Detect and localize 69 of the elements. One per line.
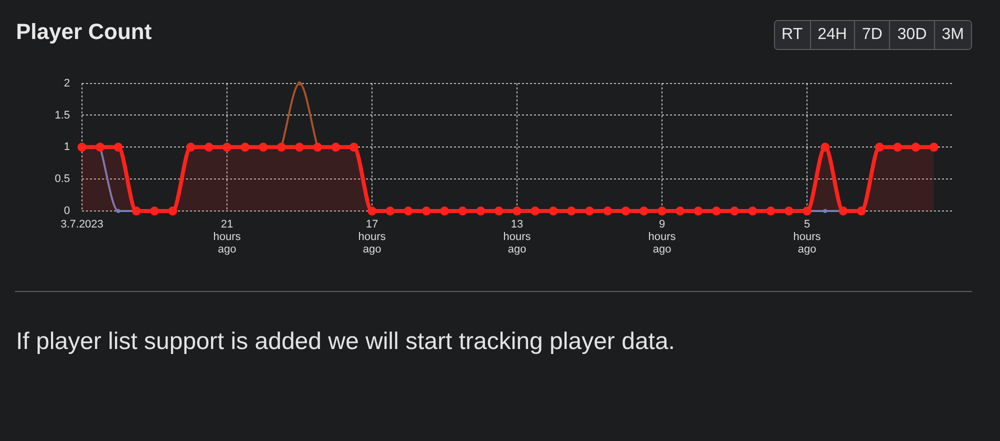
time-range-button: 30D [889,21,934,49]
point [548,206,558,216]
point [694,206,703,216]
point [313,142,322,152]
point [820,142,830,152]
point [730,206,739,216]
point [386,206,395,216]
point [349,142,358,152]
point [168,206,178,216]
x-tick-label: 9 hours ago [648,218,676,256]
point [114,142,123,152]
point [295,142,304,152]
point [258,142,268,152]
point [766,206,776,216]
point [422,206,431,216]
point [404,206,413,216]
point [585,206,594,216]
point [929,142,938,152]
point [494,206,504,216]
x-tick-label: 3.7.2023 [60,218,104,230]
point [676,206,685,216]
point [856,206,866,216]
y-tick-label: 2 [64,77,70,90]
y-tick-label: 0.5 [54,173,70,186]
point [911,142,920,152]
point [658,206,666,216]
point [712,206,721,216]
point [78,142,86,152]
point [823,209,828,213]
y-tick-label: 1 [64,141,70,154]
point [512,206,522,216]
point [96,142,105,152]
point [116,209,120,213]
point [476,206,486,216]
point [440,206,449,216]
time-range-button: 3M [934,21,971,49]
point [621,206,630,216]
point [802,206,812,216]
point [368,206,376,216]
point [566,206,576,216]
point [276,142,286,152]
x-tick-label: 21 hours ago [213,218,242,256]
point [875,142,884,152]
y-tick-label: 0 [64,205,70,218]
point [331,142,340,152]
text: If player list support is added we will start tracking player data. [16,327,676,357]
point [186,142,196,152]
point [240,142,250,152]
time-range-button: 24H [810,21,854,49]
time-range-button: 7D [854,21,890,49]
point [838,206,848,216]
point [639,206,648,216]
x-tick-label: 17 hours ago [358,218,386,256]
point [748,206,758,216]
y-tick-label: 1.5 [54,109,70,122]
time-range-button: RT [774,21,810,49]
x-tick-label: 13 hours ago [503,218,532,256]
point [222,142,232,152]
point [132,206,141,216]
point [530,206,540,216]
point [204,142,214,152]
point [150,206,159,216]
x-tick-label: 5 hours ago [793,218,822,256]
chart-title: Player Count [16,18,152,46]
point [603,206,612,216]
point [298,81,302,86]
point [458,206,468,216]
point [893,142,902,152]
point [784,206,794,216]
